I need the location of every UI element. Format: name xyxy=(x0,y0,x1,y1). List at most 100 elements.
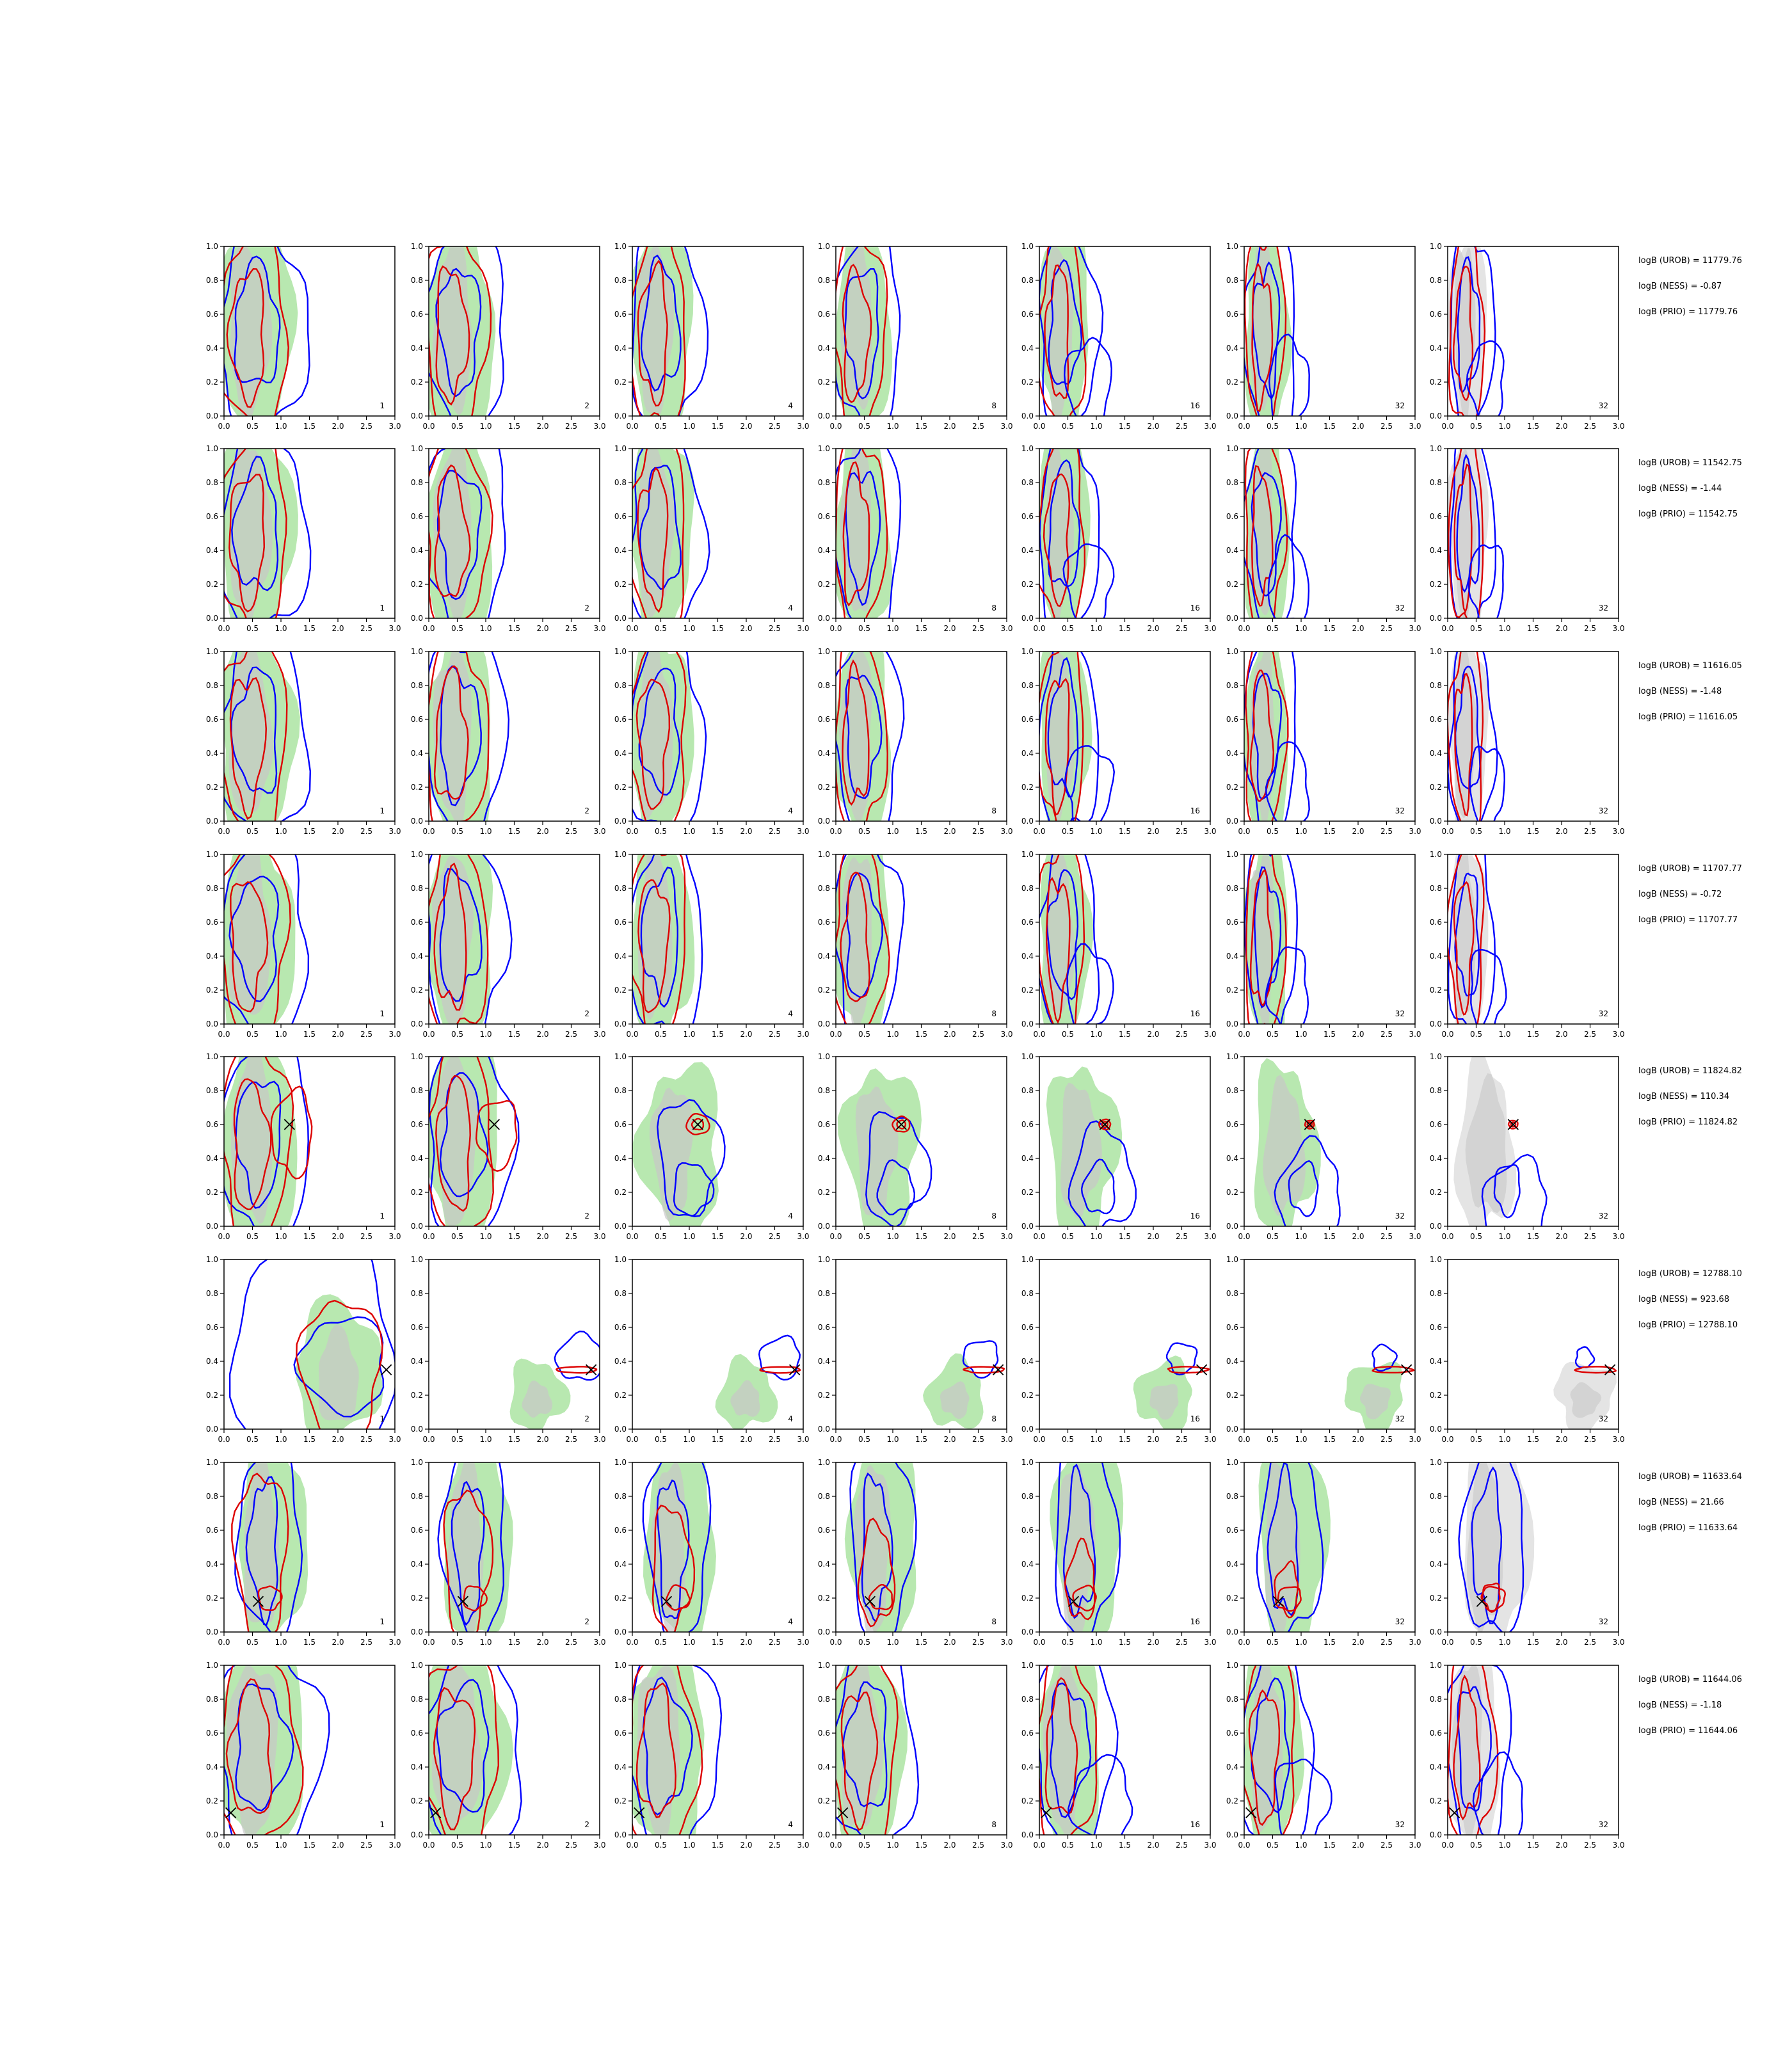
panel-plot-area xyxy=(632,1665,723,1835)
density-core xyxy=(1046,449,1074,618)
y-tick-label: 0.2 xyxy=(1021,986,1034,995)
x-tick-label: 2.5 xyxy=(1176,624,1188,633)
x-tick-label: 2.0 xyxy=(536,1232,548,1241)
contour-line xyxy=(1050,1682,1092,1819)
x-tick-label: 0.0 xyxy=(829,1435,842,1444)
x-tick-label: 3.0 xyxy=(797,624,809,633)
panel-label: 4 xyxy=(788,1617,793,1626)
contour-line xyxy=(637,879,671,1014)
density-core xyxy=(940,1381,970,1419)
panel: 0.0 0.2 0.4 0.6 0.8 1.0 0.0 0.5 1.0 1.5 2.0 2.5 3.0 1… xyxy=(1021,242,1217,431)
contour-line xyxy=(842,659,870,806)
logb-annotation: logB (PRIO) = 11779.76 xyxy=(1638,307,1738,317)
y-tick-label: 0.4 xyxy=(206,344,218,353)
y-tick-label: 0.6 xyxy=(1226,1526,1238,1535)
y-tick-label: 1.0 xyxy=(614,242,627,251)
x-tick-label: 0.5 xyxy=(1062,422,1074,431)
x-tick-label: 1.5 xyxy=(712,1638,724,1647)
x-tick-label: 0.5 xyxy=(858,624,870,633)
contour-line xyxy=(1101,1121,1108,1128)
contour-line xyxy=(1098,1118,1112,1131)
y-tick-label: 0.0 xyxy=(1226,614,1238,623)
y-tick-label: 1.0 xyxy=(411,647,423,656)
x-tick-label: 1.5 xyxy=(303,422,316,431)
y-tick-label: 0.4 xyxy=(206,749,218,758)
x-tick-label: 1.0 xyxy=(479,422,492,431)
x-tick-label: 2.5 xyxy=(769,624,781,633)
contour-line xyxy=(637,259,668,407)
panel-row: 0.0 0.2 0.4 0.6 0.8 1.0 0.0 0.5 1.0 1.5 2.0 2.5 3.0 1… xyxy=(206,242,1742,431)
x-tick-label: 2.0 xyxy=(740,624,752,633)
density-core xyxy=(522,1380,553,1418)
y-tick-label: 0.6 xyxy=(1021,512,1034,521)
y-tick-label: 0.8 xyxy=(411,276,423,285)
x-tick-label: 2.5 xyxy=(769,1841,781,1850)
x-tick-label: 2.5 xyxy=(1380,624,1393,633)
panel: 0.0 0.2 0.4 0.6 0.8 1.0 0.0 0.5 1.0 1.5 2.0 2.5 3.0 3… xyxy=(1226,647,1421,836)
truth-marker xyxy=(1245,1807,1257,1819)
y-tick-label: 0.4 xyxy=(1226,1357,1238,1366)
y-tick-label: 1.0 xyxy=(614,1052,627,1061)
contour-line xyxy=(844,268,879,400)
contour-line xyxy=(1448,854,1496,1024)
panel: 0.0 0.2 0.4 0.6 0.8 1.0 0.0 0.5 1.0 1.5 2.0 2.5 3.0 1 xyxy=(206,1458,401,1647)
x-tick-label: 1.0 xyxy=(1498,624,1510,633)
panel-label: 32 xyxy=(1395,806,1405,815)
truth-marker xyxy=(1304,1119,1315,1130)
x-tick-label: 2.5 xyxy=(1176,1232,1188,1241)
contour-line xyxy=(230,881,269,1012)
x-tick-label: 0.0 xyxy=(626,827,638,836)
x-tick-label: 0.5 xyxy=(1470,1232,1482,1241)
x-tick-label: 0.0 xyxy=(1238,1232,1250,1241)
x-tick-label: 0.0 xyxy=(626,1232,638,1241)
contour-line xyxy=(640,867,679,1008)
panel-label: 1 xyxy=(380,1617,385,1626)
contour-line xyxy=(257,1585,283,1612)
x-tick-label: 2.0 xyxy=(943,1435,956,1444)
x-tick-label: 0.0 xyxy=(1441,624,1453,633)
contour-line xyxy=(429,652,510,821)
logb-annotation: logB (NESS) = 923.68 xyxy=(1638,1295,1729,1304)
x-tick-label: 2.5 xyxy=(1584,1638,1596,1647)
x-tick-label: 0.0 xyxy=(422,422,435,431)
y-tick-label: 0.8 xyxy=(1430,1695,1442,1704)
x-tick-label: 2.0 xyxy=(1147,1232,1159,1241)
contour-line xyxy=(1449,449,1497,618)
y-tick-label: 0.2 xyxy=(1226,1391,1238,1400)
y-tick-label: 0.0 xyxy=(614,614,627,623)
x-tick-label: 3.0 xyxy=(388,1841,401,1850)
contour-line xyxy=(235,1683,294,1812)
x-tick-label: 1.0 xyxy=(479,827,492,836)
panel-label: 32 xyxy=(1395,1820,1405,1829)
y-tick-label: 0.2 xyxy=(1430,783,1442,792)
contour-line xyxy=(233,1078,272,1210)
x-tick-label: 2.0 xyxy=(943,1638,956,1647)
x-tick-label: 0.5 xyxy=(1267,1638,1279,1647)
x-tick-label: 2.0 xyxy=(332,422,344,431)
y-tick-label: 0.2 xyxy=(206,1594,218,1603)
density-core xyxy=(1149,1384,1179,1420)
panel: 0.0 0.2 0.4 0.6 0.8 1.0 0.0 0.5 1.0 1.5 2.0 2.5 3.0 1… xyxy=(1021,1458,1217,1647)
y-tick-label: 1.0 xyxy=(411,1255,423,1264)
x-tick-label: 2.5 xyxy=(1380,1435,1393,1444)
panel-plot-area xyxy=(1039,652,1116,821)
x-tick-label: 2.0 xyxy=(536,827,548,836)
panel-plot-area xyxy=(632,246,709,416)
panel-label: 2 xyxy=(584,1617,589,1626)
x-tick-label: 1.0 xyxy=(1295,827,1307,836)
y-tick-label: 0.2 xyxy=(1430,986,1442,995)
y-tick-label: 0.4 xyxy=(614,1154,627,1163)
y-tick-label: 0.4 xyxy=(818,546,830,555)
x-tick-label: 2.0 xyxy=(536,1638,548,1647)
contour-line xyxy=(1274,1758,1332,1835)
contour-line xyxy=(1044,678,1070,816)
contour-line xyxy=(434,464,471,597)
x-tick-label: 0.0 xyxy=(829,1232,842,1241)
x-tick-label: 1.0 xyxy=(275,1435,287,1444)
panel-plot-area xyxy=(1244,449,1310,618)
panel-label: 8 xyxy=(991,1820,996,1829)
x-tick-label: 2.5 xyxy=(1176,1030,1188,1039)
x-tick-label: 2.5 xyxy=(972,1435,984,1444)
contour-line xyxy=(1245,854,1287,1024)
y-tick-label: 0.6 xyxy=(411,715,423,724)
